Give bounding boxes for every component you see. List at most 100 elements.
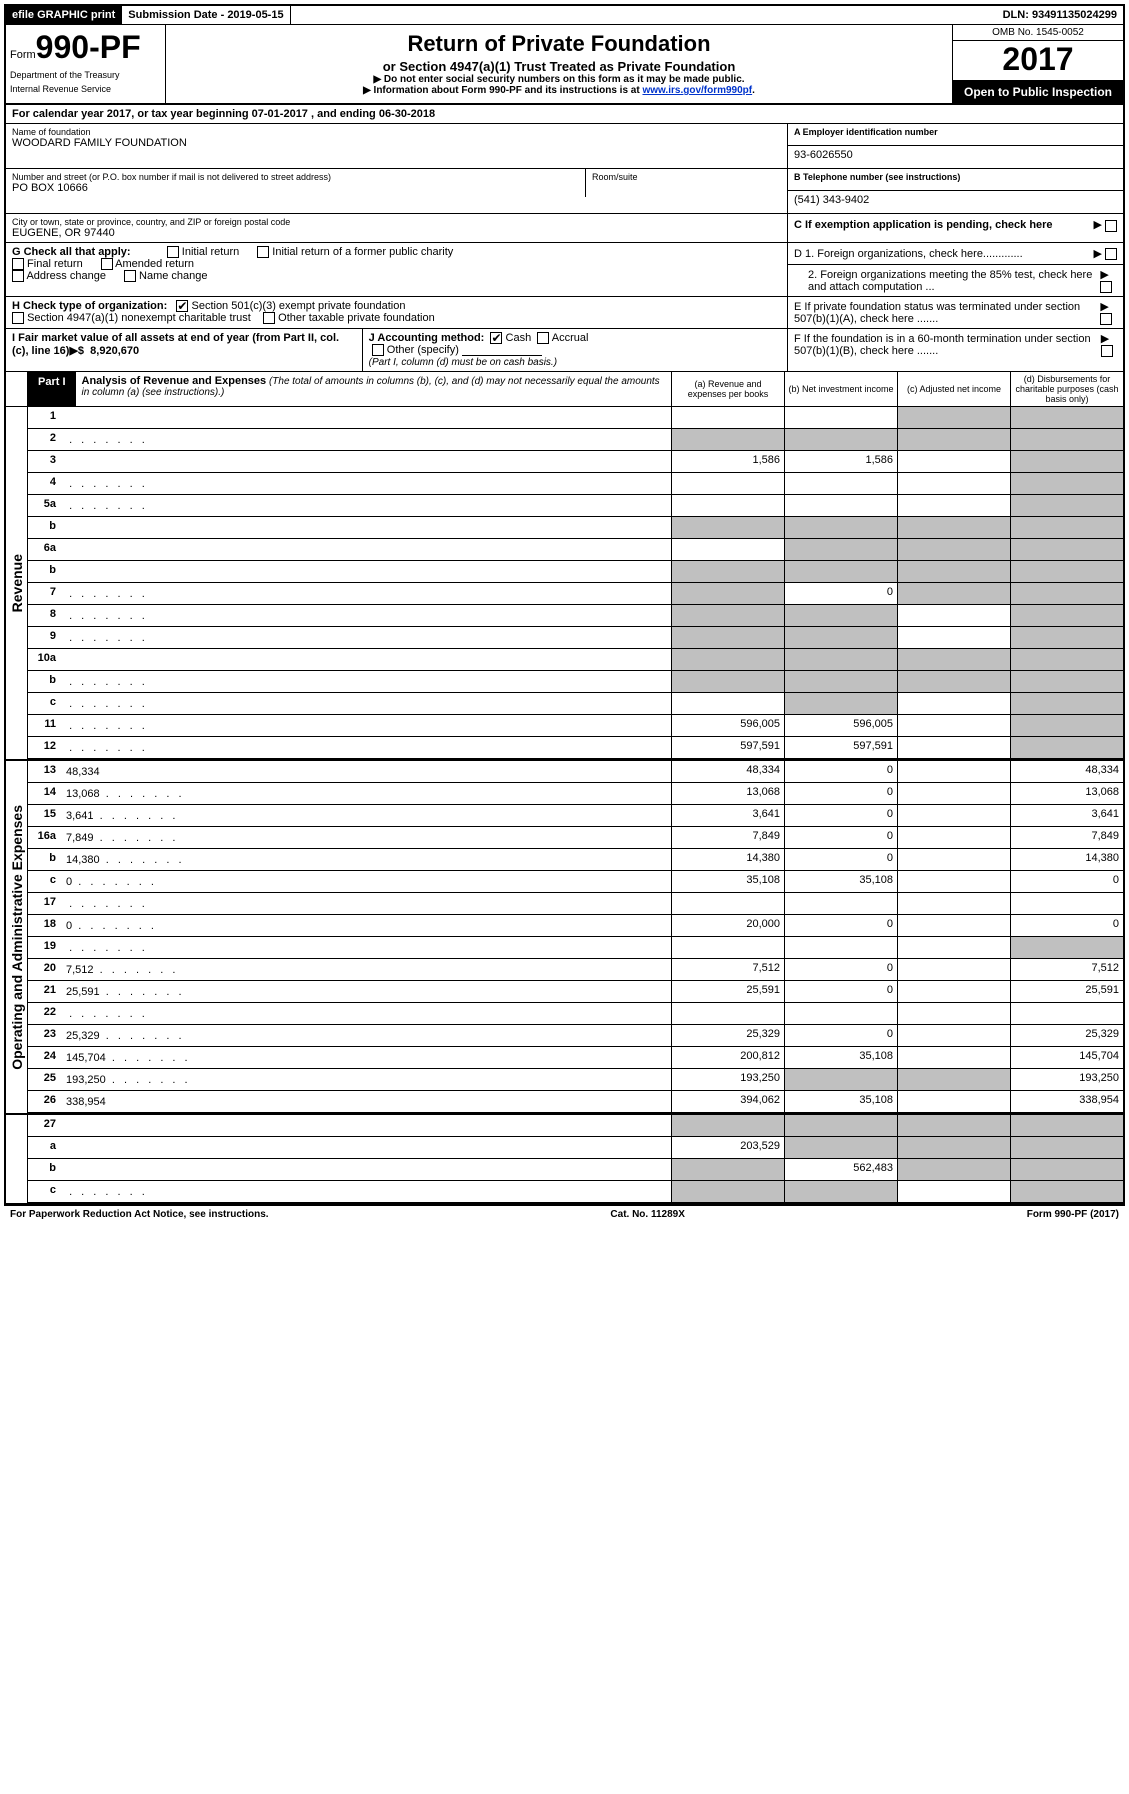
year-begin: 07-01-2017	[252, 108, 308, 120]
line-desc	[62, 451, 671, 472]
d2-checkbox[interactable]	[1100, 281, 1112, 293]
efile-label: efile GRAPHIC print	[6, 6, 122, 24]
line-c: c . . . . . . .	[28, 1181, 1123, 1203]
cell-a: 35,108	[671, 871, 784, 892]
cell-b	[784, 517, 897, 538]
irs-label: Internal Revenue Service	[10, 84, 161, 94]
cell-d: 14,380	[1010, 849, 1123, 870]
section-d1: D 1. Foreign organizations, check here..…	[794, 248, 1023, 260]
cell-d: 193,250	[1010, 1069, 1123, 1090]
g-checkbox-1[interactable]	[257, 246, 269, 258]
cell-c	[897, 429, 1010, 450]
line-num: 8	[28, 605, 62, 626]
g-checkbox-0[interactable]	[167, 246, 179, 258]
line-num: 2	[28, 429, 62, 450]
cell-d	[1010, 583, 1123, 604]
cell-a: 200,812	[671, 1047, 784, 1068]
form-number: 990-PF	[36, 29, 141, 65]
cell-c	[897, 805, 1010, 826]
line-num: 12	[28, 737, 62, 758]
cell-a	[671, 649, 784, 670]
h-4947-checkbox[interactable]	[12, 312, 24, 324]
cell-a: 25,591	[671, 981, 784, 1002]
cell-a: 7,849	[671, 827, 784, 848]
form-container: efile GRAPHIC print Submission Date - 20…	[4, 4, 1125, 1205]
line-num: 9	[28, 627, 62, 648]
cell-c	[897, 761, 1010, 782]
cell-c	[897, 495, 1010, 516]
j-accrual-checkbox[interactable]	[537, 332, 549, 344]
line-num: 17	[28, 893, 62, 914]
h-501c3-checkbox[interactable]	[176, 300, 188, 312]
cell-a: 25,329	[671, 1025, 784, 1046]
dept-treasury: Department of the Treasury	[10, 70, 161, 80]
cell-b	[784, 893, 897, 914]
line-desc: 338,954	[62, 1091, 671, 1112]
cell-d	[1010, 1159, 1123, 1180]
open-inspection: Open to Public Inspection	[953, 81, 1123, 103]
cell-c	[897, 959, 1010, 980]
cell-b: 0	[784, 959, 897, 980]
cell-c	[897, 737, 1010, 758]
col-c-header: (c) Adjusted net income	[897, 372, 1010, 406]
line-desc: . . . . . . .	[62, 473, 671, 494]
form-footer-label: Form 990-PF (2017)	[1027, 1209, 1119, 1220]
f-checkbox[interactable]	[1101, 345, 1113, 357]
g-checkbox-5[interactable]	[124, 270, 136, 282]
cell-d: 7,849	[1010, 827, 1123, 848]
header-center: Return of Private Foundation or Section …	[166, 25, 953, 103]
section-e: E If private foundation status was termi…	[794, 301, 1100, 325]
entity-block: Name of foundation WOODARD FAMILY FOUNDA…	[6, 124, 1123, 169]
top-bar: efile GRAPHIC print Submission Date - 20…	[6, 6, 1123, 25]
instructions-link[interactable]: www.irs.gov/form990pf	[642, 85, 752, 96]
cell-c	[897, 1003, 1010, 1024]
g-checkbox-3[interactable]	[101, 258, 113, 270]
section-c-checkbox[interactable]	[1105, 220, 1117, 232]
part-i-title: Analysis of Revenue and Expenses	[82, 375, 267, 387]
line-20: 20 7,512 . . . . . . . 7,512 0 7,512	[28, 959, 1123, 981]
header-left: Form990-PF Department of the Treasury In…	[6, 25, 166, 103]
cell-a: 20,000	[671, 915, 784, 936]
section-j-note: (Part I, column (d) must be on cash basi…	[369, 357, 557, 368]
cell-c	[897, 715, 1010, 736]
h-other-checkbox[interactable]	[263, 312, 275, 324]
cell-b	[784, 627, 897, 648]
j-other-checkbox[interactable]	[372, 344, 384, 356]
line-27: 27	[28, 1115, 1123, 1137]
form-header: Form990-PF Department of the Treasury In…	[6, 25, 1123, 105]
line-12: 12 . . . . . . . 597,591 597,591	[28, 737, 1123, 759]
line-num: 3	[28, 451, 62, 472]
cell-d	[1010, 517, 1123, 538]
cell-d: 25,329	[1010, 1025, 1123, 1046]
line-num: 24	[28, 1047, 62, 1068]
g-checkbox-4[interactable]	[12, 270, 24, 282]
cell-a: 596,005	[671, 715, 784, 736]
cell-a: 597,591	[671, 737, 784, 758]
j-cash-checkbox[interactable]	[490, 332, 502, 344]
header-right: OMB No. 1545-0052 2017 Open to Public In…	[953, 25, 1123, 103]
d1-checkbox[interactable]	[1105, 248, 1117, 260]
cell-a	[671, 539, 784, 560]
line-4: 4 . . . . . . .	[28, 473, 1123, 495]
omb-number: OMB No. 1545-0052	[953, 25, 1123, 41]
line-num: c	[28, 693, 62, 714]
line-7: 7 . . . . . . . 0	[28, 583, 1123, 605]
line-num: 1	[28, 407, 62, 428]
cell-d	[1010, 539, 1123, 560]
section-h-label: H Check type of organization:	[12, 300, 167, 312]
line-desc: 193,250 . . . . . . .	[62, 1069, 671, 1090]
cell-b: 562,483	[784, 1159, 897, 1180]
line-b: b	[28, 561, 1123, 583]
e-checkbox[interactable]	[1100, 313, 1112, 325]
bottom-section: 27 a 203,529 b 562,483 c . . . . . . .	[6, 1113, 1123, 1203]
line-21: 21 25,591 . . . . . . . 25,591 0 25,591	[28, 981, 1123, 1003]
cell-c	[897, 649, 1010, 670]
tax-year: 2017	[953, 41, 1123, 81]
city-label: City or town, state or province, country…	[12, 217, 781, 227]
g-checkbox-2[interactable]	[12, 258, 24, 270]
line-a: a 203,529	[28, 1137, 1123, 1159]
cell-a	[671, 517, 784, 538]
cell-d	[1010, 671, 1123, 692]
expenses-side-label: Operating and Administrative Expenses	[9, 805, 25, 1070]
cell-c	[897, 1115, 1010, 1136]
